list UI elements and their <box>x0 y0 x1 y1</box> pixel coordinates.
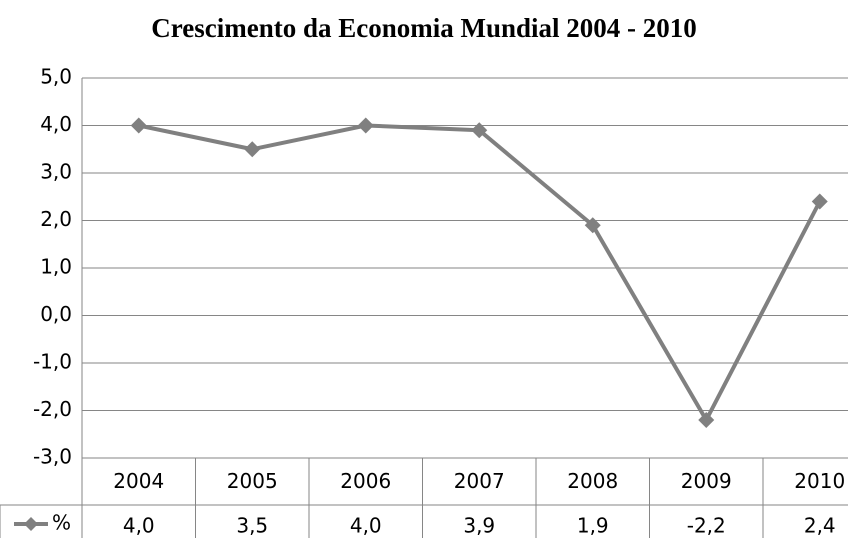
y-tick-label: -3,0 <box>33 445 72 469</box>
table-value: 4,0 <box>123 514 155 538</box>
table-value: 3,9 <box>463 514 495 538</box>
y-tick-label: -2,0 <box>33 397 72 421</box>
chart-title: Crescimento da Economia Mundial 2004 - 2… <box>151 13 697 43</box>
series-line <box>138 123 822 422</box>
y-tick-label: 0,0 <box>40 302 72 326</box>
y-tick-label: -1,0 <box>33 350 72 374</box>
point-marker <box>130 117 147 134</box>
x-tick-label: 2007 <box>454 469 505 493</box>
legend-label: % <box>52 511 71 535</box>
x-tick-label: 2010 <box>794 469 845 493</box>
x-tick-label: 2009 <box>681 469 732 493</box>
point-marker <box>698 412 715 428</box>
y-tick-label: 1,0 <box>40 255 72 279</box>
x-tick-label: 2005 <box>227 469 278 493</box>
table-value: 1,9 <box>577 514 609 538</box>
y-tick-label: 2,0 <box>40 207 72 231</box>
y-tick-label: 3,0 <box>40 160 72 184</box>
legend-marker <box>24 517 38 531</box>
point-marker <box>811 193 828 210</box>
x-tick-label: 2008 <box>567 469 618 493</box>
point-marker <box>244 141 261 158</box>
table-value: 3,5 <box>236 514 268 538</box>
point-marker <box>584 217 601 234</box>
table-value: 4,0 <box>350 514 382 538</box>
point-marker <box>357 117 374 134</box>
y-tick-label: 5,0 <box>40 65 72 89</box>
table-value: 2,4 <box>804 514 836 538</box>
x-tick-label: 2004 <box>113 469 164 493</box>
table-value: -2,2 <box>687 514 726 538</box>
x-tick-label: 2006 <box>340 469 391 493</box>
y-tick-label: 4,0 <box>40 112 72 136</box>
point-marker <box>471 122 488 139</box>
